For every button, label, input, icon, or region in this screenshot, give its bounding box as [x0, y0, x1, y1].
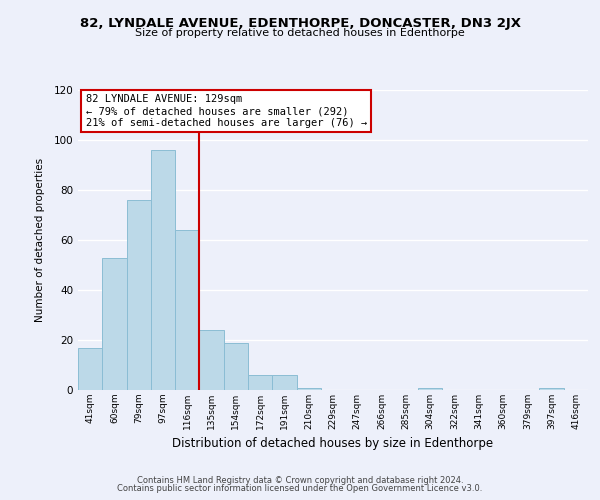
- Bar: [199, 330, 224, 390]
- Text: 82, LYNDALE AVENUE, EDENTHORPE, DONCASTER, DN3 2JX: 82, LYNDALE AVENUE, EDENTHORPE, DONCASTE…: [79, 18, 521, 30]
- Text: Size of property relative to detached houses in Edenthorpe: Size of property relative to detached ho…: [135, 28, 465, 38]
- Text: 82 LYNDALE AVENUE: 129sqm
← 79% of detached houses are smaller (292)
21% of semi: 82 LYNDALE AVENUE: 129sqm ← 79% of detac…: [86, 94, 367, 128]
- Bar: [175, 230, 199, 390]
- Y-axis label: Number of detached properties: Number of detached properties: [35, 158, 45, 322]
- Bar: [102, 258, 127, 390]
- Bar: [539, 388, 564, 390]
- Text: Contains public sector information licensed under the Open Government Licence v3: Contains public sector information licen…: [118, 484, 482, 493]
- Bar: [127, 200, 151, 390]
- Bar: [151, 150, 175, 390]
- X-axis label: Distribution of detached houses by size in Edenthorpe: Distribution of detached houses by size …: [172, 438, 494, 450]
- Bar: [224, 342, 248, 390]
- Bar: [418, 388, 442, 390]
- Bar: [296, 388, 321, 390]
- Text: Contains HM Land Registry data © Crown copyright and database right 2024.: Contains HM Land Registry data © Crown c…: [137, 476, 463, 485]
- Bar: [272, 375, 296, 390]
- Bar: [78, 348, 102, 390]
- Bar: [248, 375, 272, 390]
